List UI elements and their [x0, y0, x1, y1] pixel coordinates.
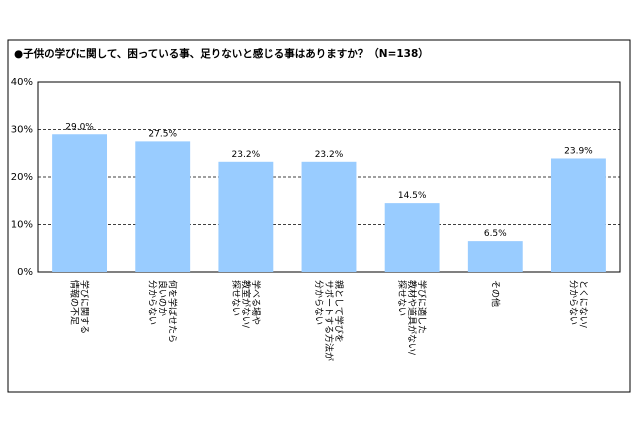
- x-tick-label-line: 教室がない/: [240, 280, 252, 329]
- value-label: 27.5%: [148, 129, 177, 139]
- value-label: 23.9%: [564, 146, 593, 156]
- x-tick-label: 学べる場や教室がない/探せない: [230, 280, 262, 329]
- x-tick-label-line: 何を学ばせたら: [167, 280, 179, 343]
- x-tick-label: その他: [489, 280, 501, 307]
- value-label: 6.5%: [484, 229, 507, 239]
- x-tick-label-line: 学びに関する: [79, 280, 91, 334]
- chart-title: ●子供の学びに関して、困っている事、足りないと感じる事はありますか？（N=138…: [14, 47, 429, 60]
- x-tick-label-line: 情報の不足: [69, 280, 81, 325]
- x-tick-label-line: とくにない/: [577, 280, 588, 329]
- bar: [135, 141, 191, 272]
- x-tick-label: とくにない/分からない: [567, 280, 588, 329]
- bar: [301, 161, 357, 272]
- bar: [550, 158, 606, 272]
- bar: [52, 134, 108, 272]
- x-tick-label-line: 良いのか: [157, 280, 169, 316]
- x-tick-label-line: その他: [489, 280, 501, 307]
- x-tick-label-line: サポートする方法が: [323, 280, 335, 361]
- bar: [384, 203, 440, 272]
- value-label: 14.5%: [398, 191, 427, 201]
- x-tick-label-line: 教材や道具がない/: [406, 280, 418, 356]
- x-tick-label: 親として学びをサポートする方法が分からない: [313, 280, 345, 361]
- x-tick-label-line: 分からない: [313, 280, 324, 325]
- bar: [218, 161, 274, 272]
- value-label: 29.0%: [65, 122, 94, 132]
- chart-frame: [7, 39, 631, 393]
- y-tick-label: 0%: [17, 267, 33, 278]
- x-tick-label-line: 親として学びを: [333, 280, 345, 343]
- x-tick-label: 学びに適した教材や道具がない/探せない: [396, 280, 428, 356]
- value-label: 23.2%: [315, 150, 344, 160]
- x-tick-label-line: 分からない: [567, 280, 578, 325]
- x-tick-label-line: 学びに適した: [416, 280, 428, 334]
- bar: [467, 241, 523, 272]
- x-tick-label-line: 探せない: [396, 280, 408, 316]
- y-tick-label: 10%: [11, 220, 33, 231]
- x-tick-label: 何を学ばせたら良いのか分からない: [147, 280, 179, 343]
- y-tick-label: 20%: [11, 172, 33, 183]
- x-tick-label-line: 探せない: [230, 280, 242, 316]
- x-tick-label-line: 分からない: [147, 280, 158, 325]
- x-tick-label-line: 学べる場や: [250, 280, 262, 325]
- y-tick-label: 40%: [11, 77, 33, 88]
- y-tick-label: 30%: [11, 125, 33, 136]
- x-tick-label: 学びに関する情報の不足: [69, 280, 91, 334]
- value-label: 23.2%: [232, 150, 261, 160]
